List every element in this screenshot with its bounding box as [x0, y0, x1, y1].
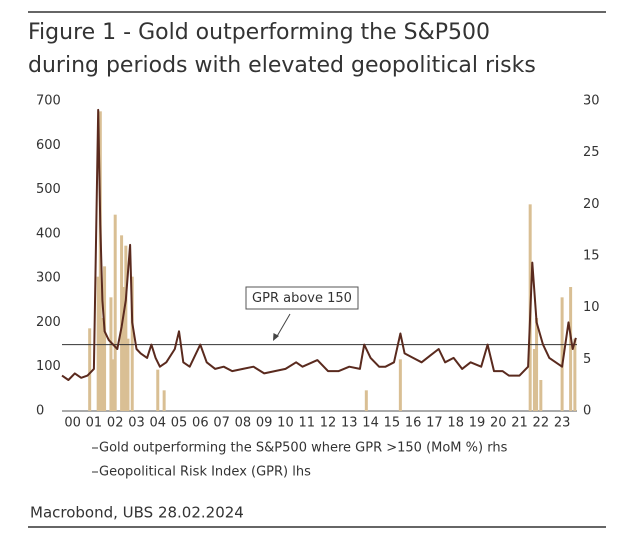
x-tick-label: 23 — [554, 416, 571, 431]
x-tick-label: 17 — [426, 416, 443, 431]
y-tick-label: 0 — [36, 404, 44, 419]
bar — [113, 214, 117, 411]
annotation: GPR above 150 — [252, 291, 352, 306]
x-tick-label: 20 — [490, 416, 507, 431]
bar — [539, 380, 543, 411]
line — [61, 108, 577, 381]
x-tick-label: 19 — [469, 416, 486, 431]
bar — [162, 390, 166, 411]
y2-tick-label: 5 — [583, 352, 591, 367]
y2-tick-label: 15 — [583, 249, 600, 264]
y2-tick-label: 10 — [583, 300, 600, 315]
bar — [398, 359, 402, 411]
x-tick-label: 21 — [511, 416, 528, 431]
x-tick-label: 12 — [320, 416, 337, 431]
y2-tick-label: 25 — [583, 145, 600, 160]
x-tick-label: 22 — [533, 416, 550, 431]
x-tick-label: 14 — [362, 416, 379, 431]
x-tick-label: 08 — [235, 416, 252, 431]
bar — [124, 245, 128, 411]
y2-tick-label: 30 — [583, 94, 600, 109]
bar — [96, 276, 100, 411]
x-tick-label: 18 — [447, 416, 464, 431]
y-tick-label: 400 — [36, 226, 61, 241]
y-tick-label: 100 — [36, 359, 61, 374]
bar — [88, 328, 92, 411]
x-tick-label: 10 — [277, 416, 294, 431]
y2-tick-label: 20 — [583, 197, 600, 212]
bar — [103, 266, 107, 411]
y2-tick-label: 0 — [583, 404, 591, 419]
x-tick-label: 07 — [213, 416, 230, 431]
x-tick-label: 06 — [192, 416, 209, 431]
x-tick-label: 04 — [149, 416, 166, 431]
y-tick-label: 700 — [36, 94, 61, 109]
bar — [126, 338, 130, 411]
x-tick-label: 03 — [128, 416, 145, 431]
bar — [535, 318, 539, 411]
x-tick-label: 13 — [341, 416, 358, 431]
y-tick-label: 500 — [36, 182, 61, 197]
x-tick-label: 01 — [86, 416, 103, 431]
bar — [100, 318, 104, 411]
bar — [98, 111, 102, 411]
annotation-arrowhead — [273, 333, 279, 341]
x-tick-label: 15 — [384, 416, 401, 431]
y-tick-label: 600 — [36, 138, 61, 153]
bar — [532, 349, 536, 411]
annotation-arrow — [275, 313, 291, 339]
bar — [364, 390, 368, 411]
x-tick-label: 16 — [405, 416, 422, 431]
bar — [130, 276, 134, 411]
y-tick-label: 300 — [36, 271, 61, 286]
x-tick-label: 05 — [171, 416, 188, 431]
y-tick-label: 200 — [36, 315, 61, 330]
legend-label: Geopolitical Risk Index (GPR) lhs — [99, 465, 311, 480]
source: Macrobond, UBS 28.02.2024 — [30, 504, 244, 522]
x-tick-label: 11 — [298, 416, 315, 431]
x-tick-label: 09 — [256, 416, 273, 431]
bar — [111, 359, 115, 411]
bar — [569, 287, 573, 411]
annotation-box — [245, 286, 359, 310]
bar — [573, 338, 577, 411]
chart-title: during periods with elevated geopolitica… — [28, 53, 536, 78]
x-tick-label: 02 — [107, 416, 124, 431]
bar — [156, 369, 160, 411]
bar — [560, 297, 564, 411]
bar — [122, 287, 126, 411]
legend-label: Gold outperforming the S&P500 where GPR … — [99, 441, 508, 456]
chart-title: Figure 1 - Gold outperforming the S&P500 — [28, 20, 490, 45]
x-tick-label: 00 — [64, 416, 81, 431]
bar — [109, 297, 113, 411]
